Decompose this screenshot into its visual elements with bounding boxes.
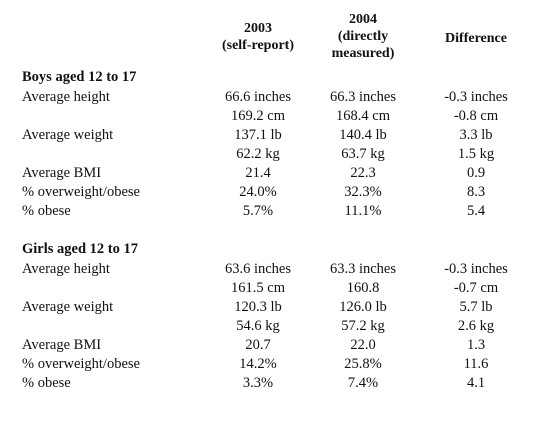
value-2003: 14.2% bbox=[239, 356, 277, 372]
value-difference: 1.5 kg bbox=[457, 146, 495, 162]
value-2004: 57.2 kg bbox=[341, 318, 385, 334]
section-title-boys: Boys aged 12 to 17 bbox=[22, 69, 137, 85]
value-2003: 20.7 bbox=[245, 337, 271, 353]
row-label: Average weight bbox=[22, 127, 114, 143]
value-2003: 54.6 kg bbox=[236, 318, 280, 334]
row-label: % obese bbox=[22, 375, 71, 391]
row-label: Average BMI bbox=[22, 337, 102, 353]
value-difference: -0.8 cm bbox=[453, 108, 499, 124]
value-difference: -0.3 inches bbox=[444, 89, 508, 105]
value-difference: -0.7 cm bbox=[453, 280, 499, 296]
value-2004: 126.0 lb bbox=[339, 299, 387, 315]
header-difference-line-1: Difference bbox=[445, 31, 507, 46]
table-row: 54.6 kg 57.2 kg 2.6 kg bbox=[0, 317, 538, 335]
value-2004: 22.0 bbox=[350, 337, 376, 353]
row-label: % overweight/obese bbox=[22, 356, 140, 372]
table-row: % obese 5.7% 11.1% 5.4 bbox=[0, 202, 538, 220]
value-difference: 11.6 bbox=[463, 356, 489, 372]
header-2003-line-2: (self-report) bbox=[221, 38, 295, 53]
value-2004: 168.4 cm bbox=[336, 108, 390, 124]
table-row: 62.2 kg 63.7 kg 1.5 kg bbox=[0, 145, 538, 163]
value-2004: 63.3 inches bbox=[329, 261, 397, 277]
value-difference: 8.3 bbox=[466, 184, 486, 200]
row-label: % overweight/obese bbox=[22, 184, 140, 200]
table-row: 161.5 cm 160.8 -0.7 cm bbox=[0, 279, 538, 297]
section-title-girls: Girls aged 12 to 17 bbox=[22, 241, 138, 257]
value-2003: 5.7% bbox=[242, 203, 274, 219]
value-2004: 66.3 inches bbox=[329, 89, 397, 105]
value-difference: -0.3 inches bbox=[444, 261, 508, 277]
value-2004: 32.3% bbox=[344, 184, 382, 200]
value-2003: 120.3 lb bbox=[234, 299, 282, 315]
value-2003: 66.6 inches bbox=[224, 89, 292, 105]
value-2003: 137.1 lb bbox=[234, 127, 282, 143]
table-row: 169.2 cm 168.4 cm -0.8 cm bbox=[0, 107, 538, 125]
value-difference: 3.3 lb bbox=[459, 127, 493, 143]
header-difference: Difference bbox=[420, 30, 532, 47]
value-difference: 4.1 bbox=[466, 375, 486, 391]
table-row: Average weight 137.1 lb 140.4 lb 3.3 lb bbox=[0, 126, 538, 144]
value-2003: 24.0% bbox=[239, 184, 277, 200]
value-2004: 7.4% bbox=[347, 375, 379, 391]
table-row: Average height 66.6 inches 66.3 inches -… bbox=[0, 88, 538, 106]
table-row: Average height 63.6 inches 63.3 inches -… bbox=[0, 260, 538, 278]
value-2003: 161.5 cm bbox=[231, 280, 285, 296]
header-2004-line-3: measured) bbox=[331, 46, 395, 61]
value-2004: 25.8% bbox=[344, 356, 382, 372]
row-label: Average BMI bbox=[22, 165, 102, 181]
value-2003: 169.2 cm bbox=[231, 108, 285, 124]
value-2003: 3.3% bbox=[242, 375, 274, 391]
value-2004: 63.7 kg bbox=[341, 146, 385, 162]
row-label: Average weight bbox=[22, 299, 114, 315]
value-difference: 5.7 lb bbox=[459, 299, 493, 315]
table-row: Average BMI 21.4 22.3 0.9 bbox=[0, 164, 538, 182]
header-2004-line-1: 2004 bbox=[349, 12, 377, 27]
value-2004: 160.8 bbox=[346, 280, 380, 296]
table-row: Average weight 120.3 lb 126.0 lb 5.7 lb bbox=[0, 298, 538, 316]
header-2003-line-1: 2003 bbox=[244, 21, 272, 36]
row-label: % obese bbox=[22, 203, 71, 219]
value-difference: 1.3 bbox=[466, 337, 486, 353]
table-row: % overweight/obese 14.2% 25.8% 11.6 bbox=[0, 355, 538, 373]
value-2004: 11.1% bbox=[344, 203, 382, 219]
value-2003: 62.2 kg bbox=[236, 146, 280, 162]
header-2003: 2003 (self-report) bbox=[203, 20, 313, 54]
value-2004: 22.3 bbox=[350, 165, 376, 181]
value-difference: 0.9 bbox=[466, 165, 486, 181]
header-2004: 2004 (directly measured) bbox=[308, 11, 418, 62]
header-2004-line-2: (directly bbox=[337, 29, 389, 44]
row-label: Average height bbox=[22, 89, 110, 105]
value-difference: 5.4 bbox=[466, 203, 486, 219]
value-2003: 21.4 bbox=[245, 165, 271, 181]
row-label: Average height bbox=[22, 261, 110, 277]
table-row: Average BMI 20.7 22.0 1.3 bbox=[0, 336, 538, 354]
value-difference: 2.6 kg bbox=[457, 318, 495, 334]
table-row: % overweight/obese 24.0% 32.3% 8.3 bbox=[0, 183, 538, 201]
value-2004: 140.4 lb bbox=[339, 127, 387, 143]
value-2003: 63.6 inches bbox=[224, 261, 292, 277]
table-row: % obese 3.3% 7.4% 4.1 bbox=[0, 374, 538, 392]
